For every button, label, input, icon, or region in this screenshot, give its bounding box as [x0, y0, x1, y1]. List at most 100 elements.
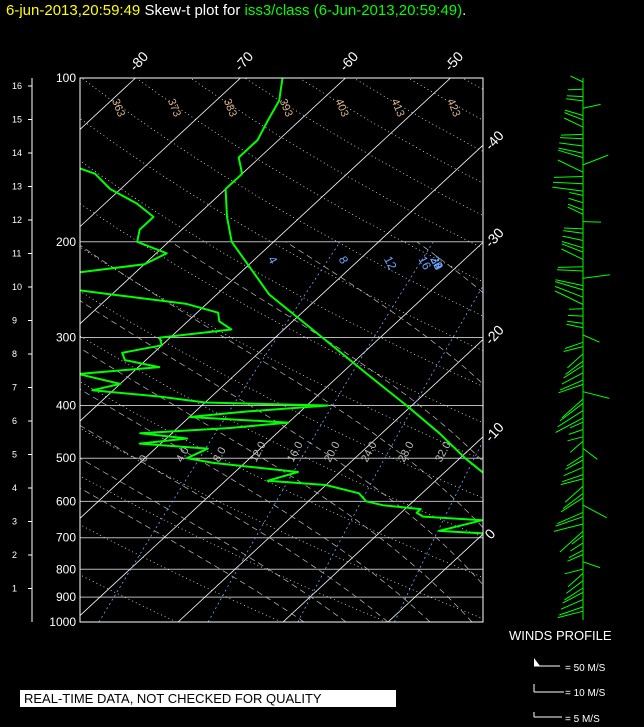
temperature-line [224, 78, 483, 474]
wind-barb [561, 241, 584, 249]
moist-adiabat-line [80, 300, 483, 586]
wind-barb [568, 429, 584, 435]
temperature-tick-label: -20 [481, 322, 507, 348]
isotherm-line [282, 436, 483, 622]
pressure-tick-label: 200 [56, 235, 76, 249]
dry-adiabat-line [626, 78, 644, 622]
wind-barb [564, 112, 584, 121]
isotherm-line [80, 144, 483, 519]
wind-barb [569, 192, 584, 196]
wind-barb [563, 346, 584, 352]
wind-barb [562, 235, 584, 241]
wind-barb [561, 243, 584, 253]
wind-barb [555, 281, 584, 291]
wind-barb [557, 266, 584, 268]
wind-barb [552, 186, 584, 192]
height-tick-label: 9 [12, 316, 17, 326]
wind-barb [564, 341, 584, 349]
dry-adiabat-line [80, 203, 483, 424]
moist-adiabat-label: 16.0 [285, 440, 306, 465]
dry-adiabat-label: 403 [333, 97, 351, 119]
chart-grid [80, 78, 644, 622]
dry-adiabat-line [80, 475, 387, 622]
wind-barb [559, 530, 584, 553]
wind-barb [582, 448, 598, 460]
wind-barb [563, 117, 584, 128]
dry-adiabat-label: 383 [221, 97, 239, 119]
wind-barb [558, 147, 584, 154]
wind-barb [562, 591, 584, 604]
mixing-ratio-label: 8 [336, 254, 352, 267]
isotherm-line [80, 78, 451, 422]
wind-barb [582, 103, 601, 109]
wind-barb [567, 314, 584, 317]
isotherm-line [80, 78, 346, 325]
title-station: iss3/class [244, 2, 310, 19]
plot-frame [79, 77, 484, 623]
wind-barb [566, 98, 584, 102]
moist-adiabat-line [80, 244, 483, 529]
wind-barb [567, 573, 584, 588]
wind-barb [557, 511, 584, 525]
temperature-tick-label: -10 [481, 419, 507, 445]
temperature-tick-label: -30 [481, 224, 507, 250]
wind-scale-50-label: = 50 M/S [565, 663, 606, 674]
wind-barb [556, 269, 584, 272]
wind-barb [555, 279, 584, 287]
moist-adiabat-label: 24.0 [359, 440, 380, 465]
wind-barb [582, 221, 602, 223]
height-tick-label: 14 [12, 148, 22, 158]
dry-adiabat-line [80, 160, 483, 387]
mixing-ratio-label: 12 [381, 254, 400, 273]
wind-barb [582, 391, 610, 399]
dry-adiabat-line [80, 118, 483, 352]
height-tick-label: 7 [12, 383, 17, 393]
wind-barb [565, 580, 584, 594]
wind-barb [559, 379, 584, 391]
mixing-ratio-label: 32 [427, 254, 446, 273]
moist-adiabat-label: 0 [137, 453, 150, 464]
isotherm-line [387, 533, 483, 622]
dry-adiabat-line [80, 246, 483, 461]
height-tick-label: 16 [12, 81, 22, 91]
wind-barb [582, 154, 609, 166]
wind-barb [557, 159, 584, 173]
wind-barb [559, 606, 584, 616]
dry-adiabat-line [81, 78, 483, 317]
wind-barb [560, 478, 584, 486]
winds-profile-title: WINDS PROFILE [509, 628, 612, 643]
pressure-tick-label: 600 [56, 494, 76, 508]
height-tick-label: 2 [12, 550, 17, 560]
pressure-tick-label: 800 [56, 562, 76, 576]
wind-barb [552, 181, 584, 185]
wind-barb [565, 459, 584, 470]
wind-barb [566, 95, 584, 98]
moist-adiabat-line [80, 388, 431, 622]
moist-adiabat-line [80, 425, 389, 622]
wind-barb [560, 133, 584, 136]
temperature-tick-label: -40 [481, 127, 507, 153]
pressure-tick-label: 100 [56, 71, 76, 85]
wind-barb [567, 203, 584, 211]
wind-barb [567, 436, 584, 442]
wind-barb [563, 466, 584, 477]
isotherm-line [80, 241, 483, 617]
wind-barb [555, 417, 584, 433]
moist-adiabat-label: 8.0 [211, 445, 229, 464]
dry-adiabat-label: 413 [389, 97, 407, 119]
pressure-tick-label: 500 [56, 451, 76, 465]
height-tick-label: 15 [12, 115, 22, 125]
wind-barb [568, 197, 584, 204]
mixing-ratio-line [207, 241, 434, 622]
mixing-ratio-label: 20 [427, 254, 446, 273]
wind-barb [567, 320, 584, 324]
wind-barb [569, 440, 584, 453]
mixing-ratio-line [610, 242, 644, 622]
wind-barb [564, 485, 584, 503]
temperature-tick-label: -70 [231, 48, 257, 74]
wind-barb [559, 137, 584, 140]
temperature-tick-label: -80 [126, 48, 152, 74]
dry-adiabat-line [80, 335, 483, 538]
height-tick-label: 13 [12, 182, 22, 192]
